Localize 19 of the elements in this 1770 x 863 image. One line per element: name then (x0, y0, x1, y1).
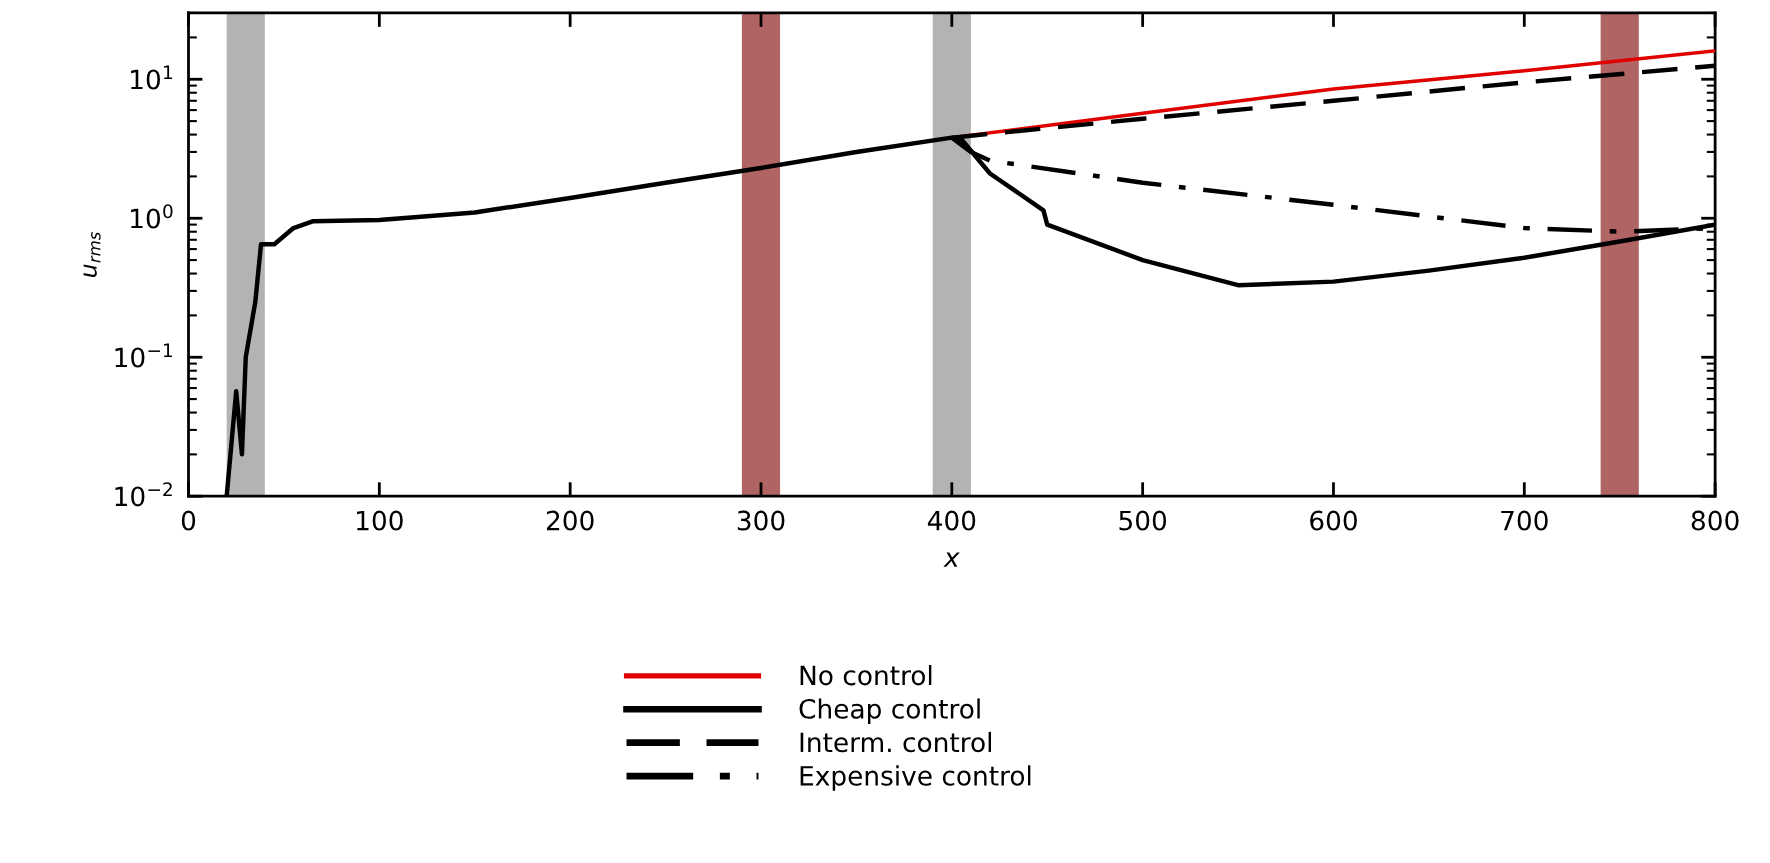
legend-label: Expensive control (800, 765, 1031, 791)
y-tick-label: 10$^{0}$ (131, 204, 173, 229)
y-tick-label: 10$^{−2}$ (115, 482, 172, 507)
x-tick-label: 300 (737, 510, 785, 531)
x-tick-label: 500 (1119, 510, 1167, 531)
x-tick-label: 100 (357, 510, 403, 531)
legend-label: No control (800, 664, 932, 686)
x-tick-label: 600 (1310, 510, 1357, 531)
x-tick-label: 800 (1691, 510, 1739, 531)
x-axis-title: x (943, 552, 960, 567)
legend-label: Cheap control (799, 698, 980, 724)
x-tick-label: 700 (1501, 510, 1548, 531)
legend-label: Interm. control (800, 731, 991, 753)
x-tick-label: 200 (546, 510, 594, 531)
x-tick-label: 400 (927, 510, 976, 531)
x-tick-label: 0 (181, 510, 196, 531)
y-tick-label: 10$^{1}$ (131, 65, 173, 90)
y-tick-label: 10$^{−1}$ (115, 343, 172, 368)
y-axis-title: u$_{rms}$ (83, 231, 101, 277)
